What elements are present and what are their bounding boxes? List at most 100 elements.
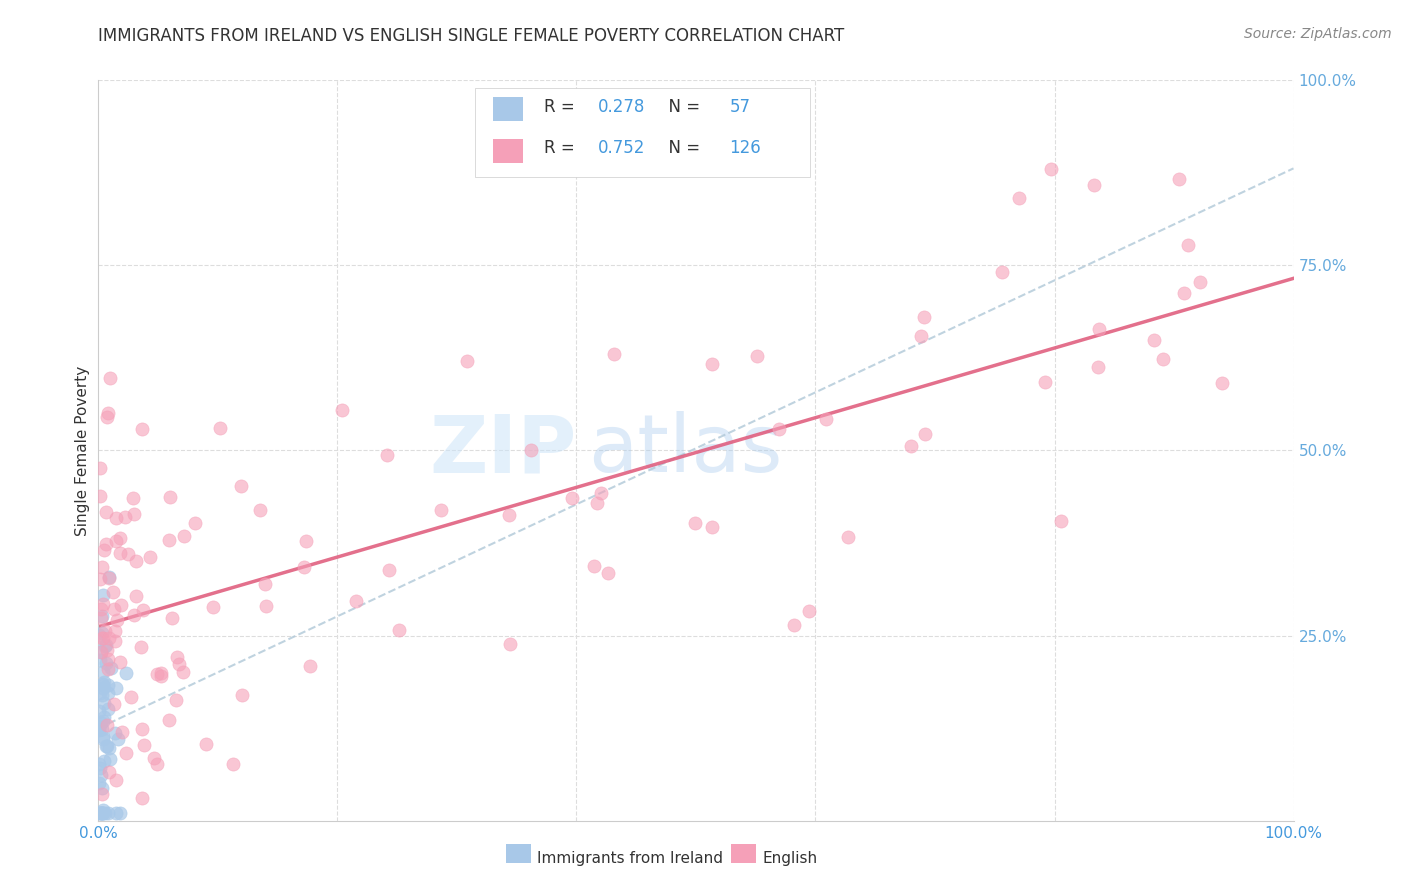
Point [103,602,125,616]
Point [131,640,153,655]
Point [900,438,922,452]
Point [149,666,172,681]
Point [456,353,478,368]
Point [87,720,110,734]
Point [125,589,148,603]
Point [157,533,180,548]
Point [96,739,118,753]
Point [603,346,626,360]
Point [90,806,112,821]
Point [1033,375,1056,389]
Point [498,508,520,523]
Point [388,623,411,637]
Point [91,722,114,736]
Point [89,653,111,667]
Point [91,806,114,821]
Point [1083,178,1105,193]
Point [683,516,706,530]
Point [108,531,131,545]
Point [94,806,117,821]
Point [87,723,110,738]
Point [96,642,118,657]
Point [101,584,124,599]
Point [561,491,583,506]
Point [94,656,117,670]
Point [700,357,723,371]
Point [586,495,609,509]
Point [131,722,153,736]
Point [768,422,790,436]
Point [1177,237,1199,252]
Point [298,659,321,673]
Point [96,718,118,732]
Point [96,409,118,424]
Point [91,677,114,691]
Point [97,678,120,692]
Point [1050,514,1073,528]
Point [183,516,205,530]
Point [90,787,112,801]
Text: IMMIGRANTS FROM IRELAND VS ENGLISH SINGLE FEMALE POVERTY CORRELATION CHART: IMMIGRANTS FROM IRELAND VS ENGLISH SINGL… [98,27,845,45]
Point [132,602,155,616]
Point [910,329,932,343]
Text: atlas: atlas [589,411,783,490]
Point [98,571,121,585]
Point [700,520,723,534]
Point [93,624,115,638]
Point [90,645,112,659]
Point [108,546,131,560]
Point [108,806,131,821]
Point [104,806,127,821]
Point [202,599,225,614]
Point [430,503,453,517]
Point [87,775,110,789]
Text: R =: R = [544,97,581,116]
Point [142,751,165,765]
Point [94,537,117,551]
Point [195,738,218,752]
Point [90,806,112,821]
Point [122,507,145,521]
Point [330,403,353,417]
Point [91,678,114,692]
Point [132,738,155,752]
Point [90,645,112,659]
Point [122,607,145,622]
Point [91,806,114,821]
Point [91,632,114,646]
Text: R =: R = [544,139,581,157]
Point [93,710,115,724]
Point [93,665,115,679]
Point [93,543,115,558]
Point [97,765,120,780]
Text: N =: N = [658,97,704,116]
Text: 126: 126 [730,139,761,157]
Text: 57: 57 [730,97,751,116]
Point [105,613,128,627]
Point [117,548,139,562]
Point [91,632,114,646]
Point [105,773,128,788]
Point [96,638,118,652]
Point [98,570,121,584]
Bar [475,87,810,177]
Point [97,741,120,756]
Text: 0.752: 0.752 [598,139,645,157]
Point [89,761,111,775]
Point [1152,352,1174,367]
Point [94,739,117,753]
Point [114,509,136,524]
Point [1173,286,1195,301]
Point [97,652,120,666]
Point [797,604,820,618]
Point [89,489,111,503]
Point [914,427,936,442]
Point [94,504,117,518]
Point [131,422,153,436]
Point [89,628,111,642]
Point [520,442,543,457]
Point [146,756,169,771]
Point [165,692,187,706]
Point [747,350,769,364]
Point [229,479,252,493]
